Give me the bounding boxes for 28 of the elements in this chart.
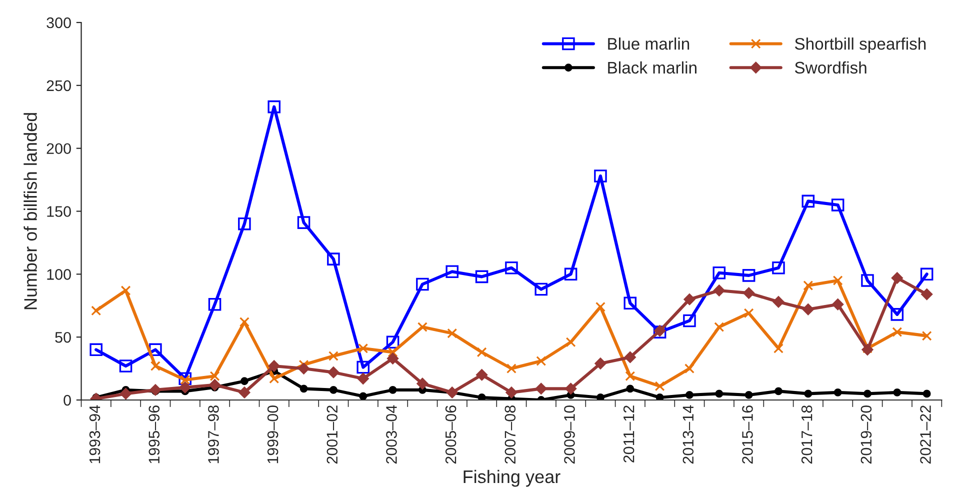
y-axis-title: Number of billfish landed	[24, 113, 37, 310]
x-tick-label: 2013–14	[682, 405, 694, 464]
y-tick-label: 250	[46, 80, 71, 92]
y-tick-label: 0	[64, 394, 71, 406]
y-tick-label: 200	[46, 143, 71, 154]
x-tick-label: 2007–08	[504, 406, 516, 464]
x-tick-label: 2009–10	[564, 405, 575, 464]
legend-label: Swordfish	[794, 61, 866, 74]
x-tick-label: 1999–00	[267, 405, 278, 464]
x-tick-label: 2015–16	[742, 406, 753, 464]
x-tick-label: 2005–06	[445, 406, 456, 464]
x-axis-title: Fishing year	[464, 470, 560, 487]
legend-label: Blue marlin	[608, 38, 690, 50]
x-tick-label: 2011–12	[623, 406, 634, 462]
x-tick-label: 2003–04	[386, 405, 397, 464]
y-tick-label: 100	[47, 269, 71, 280]
x-tick-label: 2001–02	[326, 406, 338, 464]
x-tick-label: 1997–98	[208, 406, 219, 464]
y-tick-label: 150	[47, 206, 71, 217]
legend-label: Shortbill spearfish	[794, 38, 926, 54]
x-tick-label: 1993–94	[89, 405, 100, 464]
x-tick-label: 2019–20	[860, 405, 872, 464]
x-tick-label: 1995–96	[148, 406, 160, 464]
legend-label: Black marlin	[608, 61, 696, 74]
y-tick-label: 50	[55, 332, 71, 343]
y-tick-label: 300	[46, 17, 71, 28]
x-tick-label: 2017–18	[801, 406, 812, 464]
x-tick-label: 2021–22	[920, 406, 931, 464]
